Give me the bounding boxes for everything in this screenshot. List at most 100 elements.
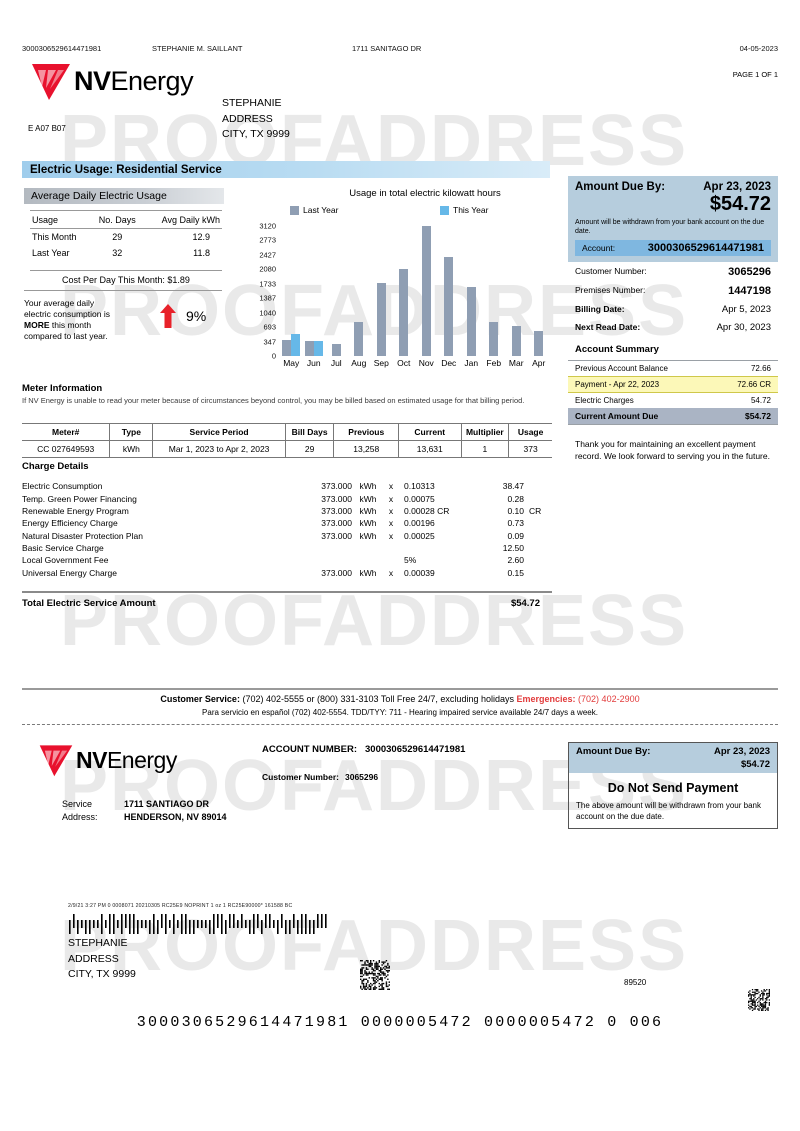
summary-row-payment: Payment - Apr 22, 2023 72.66 CR <box>568 376 778 393</box>
table-header-row: Meter# Type Service Period Bill Days Pre… <box>22 423 552 441</box>
x-tick-label: May <box>283 358 300 368</box>
charge-rate: 5% <box>404 555 417 566</box>
chart-x-axis: May Jun Jul Aug Sep Oct Nov Dec Jan Feb Mar Apr <box>280 358 550 368</box>
charge-description: Temp. Green Power Financing <box>22 493 137 504</box>
col-previous: Previous <box>333 423 399 441</box>
row-label: Last Year <box>32 248 70 258</box>
stub-customer-label: Customer Number: <box>262 772 339 782</box>
charge-credit-flag <box>524 517 552 529</box>
chart-bar-group <box>483 226 506 356</box>
chart-bar-group <box>280 226 303 356</box>
meter-information-table: Meter# Type Service Period Bill Days Pre… <box>22 423 552 458</box>
tear-off-dashed-line <box>22 724 778 725</box>
charge-multiply-sign: x <box>388 481 394 492</box>
charge-multiply-sign: x <box>388 567 394 578</box>
emergency-label: Emergencies: <box>516 694 576 704</box>
mail-line3: CITY, TX 9999 <box>222 128 290 140</box>
thank-you-message: Thank you for maintaining an excellent p… <box>575 439 770 461</box>
charge-description: Electric Consumption <box>22 481 103 492</box>
header-statement-date: 04-05-2023 <box>739 44 778 53</box>
account-label: Account: <box>582 243 616 253</box>
charge-line-row: Renewable Energy Program 373.000 kWh x 0.000… <box>22 505 552 517</box>
chart-bar-group <box>505 226 528 356</box>
account-summary-title: Account Summary <box>575 344 659 355</box>
charge-quantity <box>292 554 352 566</box>
logo-energy-text: Energy <box>106 746 177 773</box>
charge-quantity: 373.000 <box>321 505 352 516</box>
stub-service-label-1: Service <box>62 799 93 809</box>
stub-service-address: Service Address: 1711 SANTIAGO DR HENDER… <box>62 798 227 824</box>
cell-current: 13,631 <box>398 440 461 458</box>
chart-bar-group <box>370 226 393 356</box>
total-electric-service-row: Total Electric Service Amount $54.72 <box>22 598 552 609</box>
account-value: 3000306529614471981 <box>647 242 764 254</box>
charge-amount: 0.10 <box>507 505 524 516</box>
nvenergy-wordmark: NVEnergy <box>76 746 177 773</box>
charge-description: Natural Disaster Protection Plan <box>22 530 143 541</box>
charge-rate: 0.10313 <box>404 481 435 492</box>
stub-account-value: 3000306529614471981 <box>365 744 466 755</box>
charge-multiply-sign: x <box>388 518 394 529</box>
y-tick-label: 2773 <box>259 235 276 245</box>
charge-description: Universal Energy Charge <box>22 567 117 578</box>
charge-line-row: Basic Service Charge 12.50 <box>22 542 552 554</box>
chart-bar-last-year <box>421 226 431 356</box>
row-label: This Month <box>32 232 77 242</box>
header-service-address: 1711 SANITAGO DR <box>352 44 422 53</box>
nvenergy-wordmark: NVEnergy <box>74 65 194 96</box>
charge-quantity: 373.000 <box>321 518 352 529</box>
charge-amount: 0.09 <box>507 530 524 541</box>
emergency-number: (702) 402-2900 <box>578 694 640 704</box>
chart-bar-group <box>325 226 348 356</box>
customer-service-label: Customer Service: <box>160 694 240 704</box>
charge-details-heading: Charge Details <box>22 461 89 472</box>
table-row: CC 027649593 kWh Mar 1, 2023 to Apr 2, 2… <box>22 440 552 458</box>
legend-swatch-this-year <box>440 205 449 215</box>
chart-bar-this-year <box>313 340 323 356</box>
row-amount: $54.72 <box>713 408 778 425</box>
charge-unit: kWh <box>359 530 377 541</box>
charge-credit-flag: CR <box>529 505 542 516</box>
chart-bar-group <box>393 226 416 356</box>
charge-quantity: 373.000 <box>321 493 352 504</box>
charge-rate: 0.00039 <box>404 567 435 578</box>
mailing-line3: CITY, TX 9999 <box>68 968 136 980</box>
chart-bar-group <box>415 226 438 356</box>
account-summary-table: Previous Account Balance 72.66 Payment -… <box>568 360 778 425</box>
charge-line-row: Natural Disaster Protection Plan 373.000 k… <box>22 530 552 542</box>
table-header-row: Usage No. Days Avg Daily kWh <box>30 212 222 229</box>
mailing-metadata: 2/9/21 3:27 PM 0 0008071 20210305 RC25E9… <box>68 903 293 909</box>
cell-meter-number: CC 027649593 <box>22 440 110 458</box>
charge-description: Basic Service Charge <box>22 543 104 554</box>
col-bill-days: Bill Days <box>284 423 334 441</box>
arrow-up-icon <box>160 304 176 328</box>
charge-unit: kWh <box>359 567 377 578</box>
page-indicator: PAGE 1 OF 1 <box>732 70 778 79</box>
y-tick-label: 1387 <box>259 293 276 303</box>
x-tick-label: Feb <box>486 358 502 368</box>
charge-amount: 38.47 <box>502 481 524 492</box>
charge-multiply-sign <box>384 542 398 554</box>
chart-bar-last-year <box>331 343 341 356</box>
chart-plot-area <box>280 226 550 356</box>
x-tick-label: Oct <box>397 358 411 368</box>
chart-bar-group <box>303 226 326 356</box>
header-customer-name: STEPHANIE M. SAILLANT <box>152 44 243 53</box>
y-tick-label: 347 <box>263 337 276 347</box>
charge-credit-flag <box>524 530 552 542</box>
nvenergy-triangle-icon <box>39 745 73 777</box>
charge-line-row: Energy Efficiency Charge 373.000 kWh x 0.001… <box>22 517 552 529</box>
charge-amount: 0.28 <box>507 493 524 504</box>
table-row: Last Year 32 11.8 <box>30 245 222 261</box>
mailing-address-block: STEPHANIE ADDRESS CITY, TX 9999 <box>68 936 136 983</box>
legend-item-last-year: Last Year <box>290 205 338 215</box>
average-daily-usage-title: Average Daily Electric Usage <box>31 190 167 202</box>
row-value: Apr 5, 2023 <box>721 304 771 315</box>
y-tick-label: 0 <box>271 351 276 361</box>
y-tick-label: 693 <box>263 322 276 332</box>
chart-bar-last-year <box>511 326 521 356</box>
stub-amount-due-header: Amount Due By: Apr 23, 2023 $54.72 <box>569 743 777 773</box>
logo-energy-text: Energy <box>110 65 194 96</box>
stub-due-amount: $54.72 <box>740 759 770 770</box>
datamatrix-code-icon <box>748 989 770 1011</box>
